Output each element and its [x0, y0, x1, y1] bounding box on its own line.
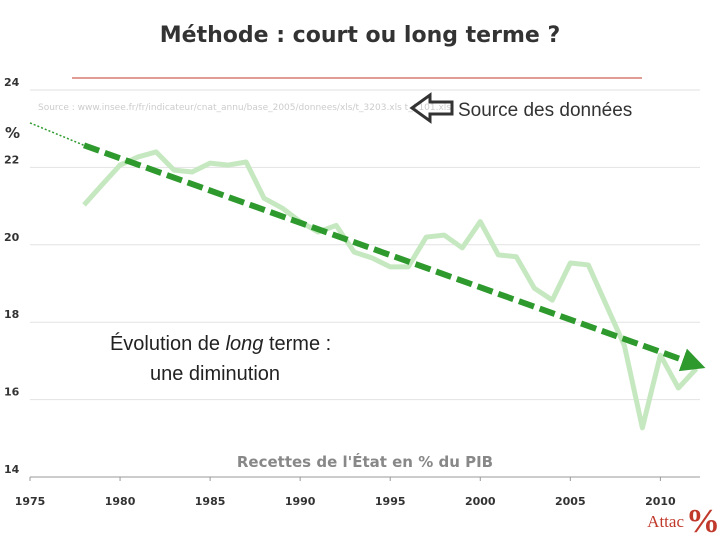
- y-tick-label: 24: [4, 76, 20, 89]
- x-tick-label: 2010: [645, 495, 676, 508]
- annotation-part: long: [226, 333, 264, 355]
- logo-mark: %: [686, 503, 720, 540]
- logo-text: Attac: [647, 512, 684, 531]
- y-tick-label: 16: [4, 386, 20, 399]
- x-tick-label: 2005: [555, 495, 586, 508]
- source-callout: Source des données: [458, 100, 632, 121]
- plot: 14 16 18 20 22 24 1975 1980 1985 1990 1995 2000 2005…: [4, 76, 706, 508]
- y-unit: %: [5, 124, 20, 142]
- annotation-line2: une diminution: [150, 363, 280, 385]
- x-axis-title: Recettes de l'État en % du PIB: [237, 452, 493, 471]
- x-tick-label: 1985: [195, 495, 226, 508]
- source-text: Source : www.insee.fr/fr/indicateur/cnat…: [38, 103, 451, 113]
- series-line: [29, 122, 85, 147]
- y-tick-label: 20: [4, 231, 20, 244]
- y-tick-label: 14: [4, 463, 20, 476]
- slide-title: Méthode : court ou long terme ?: [160, 23, 560, 48]
- x-tick-label: 1975: [15, 495, 46, 508]
- annotation-part: Évolution de: [110, 332, 226, 355]
- x-tick-label: 1980: [105, 495, 136, 508]
- series-line: [82, 149, 699, 431]
- annotation-part: terme :: [263, 333, 331, 355]
- annotation-line1: Évolution de long terme :: [82, 332, 348, 355]
- x-tick-label: 2000: [465, 495, 496, 508]
- callout-arrow: [409, 92, 454, 124]
- series-line: [83, 142, 706, 372]
- x-tick-label: 1990: [285, 495, 316, 508]
- y-tick-label: 18: [4, 308, 19, 321]
- x-tick-label: 1995: [375, 495, 406, 508]
- y-tick-label: 22: [4, 153, 19, 166]
